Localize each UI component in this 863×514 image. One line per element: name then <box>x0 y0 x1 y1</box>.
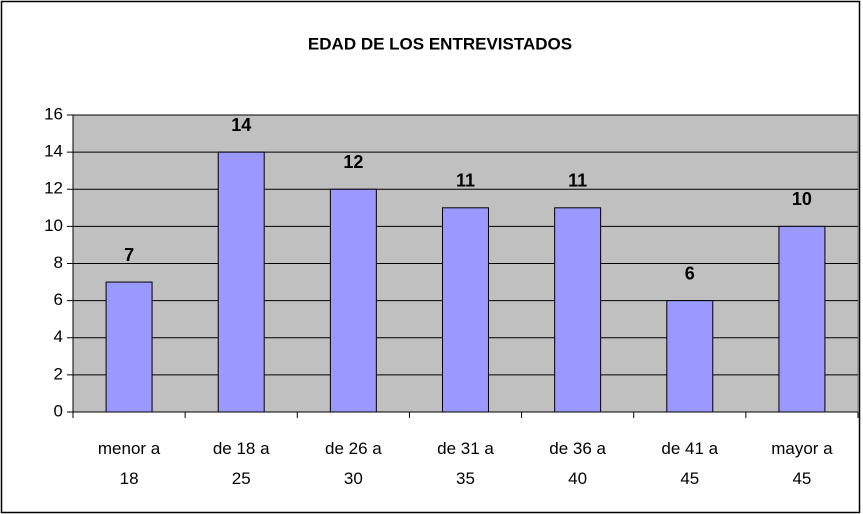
value-label: 12 <box>343 152 363 172</box>
y-tick-label: 10 <box>44 216 63 235</box>
y-tick-label: 16 <box>44 104 63 123</box>
y-tick-label: 6 <box>54 290 63 309</box>
value-label: 14 <box>231 115 251 135</box>
value-label: 11 <box>456 171 475 191</box>
bar <box>442 207 489 413</box>
bar <box>554 207 602 413</box>
bar <box>217 151 265 413</box>
y-tick-label: 2 <box>54 364 63 383</box>
value-label: 11 <box>568 171 587 191</box>
x-tick-label: de 26 a 30 <box>325 439 382 488</box>
x-tick-label: menor a 18 <box>98 439 161 488</box>
bar <box>105 281 153 413</box>
y-tick-label: 0 <box>54 401 63 420</box>
x-tick-label: mayor a 45 <box>771 439 833 488</box>
x-tick-label: de 18 a 25 <box>213 439 270 488</box>
bar <box>778 225 826 413</box>
y-tick-label: 14 <box>44 142 63 161</box>
y-tick-label: 4 <box>54 327 63 346</box>
value-label: 7 <box>124 245 134 265</box>
y-tick-label: 8 <box>54 253 63 272</box>
x-tick-label: de 36 a 40 <box>549 439 606 488</box>
value-label: 10 <box>792 189 812 209</box>
x-tick-label: de 41 a 45 <box>661 439 718 488</box>
bar <box>329 188 377 413</box>
value-label: 6 <box>685 263 695 283</box>
chart-title: EDAD DE LOS ENTREVISTADOS <box>308 34 572 53</box>
y-tick-label: 12 <box>44 179 63 198</box>
x-tick-label: de 31 a 35 <box>437 439 494 488</box>
bar <box>666 300 714 413</box>
